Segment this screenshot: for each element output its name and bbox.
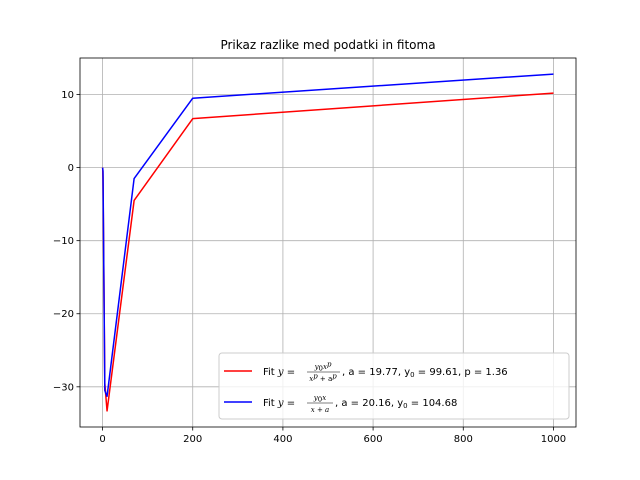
legend-params-blue: , a = 20.16, y0 = 104.68 xyxy=(335,398,457,410)
legend: Fit y = y0xp xp + ap , a = 19.77, y0 = 9… xyxy=(218,352,570,420)
y-tick-label: −10 xyxy=(53,236,74,247)
y-tick-label: −30 xyxy=(53,382,74,393)
fraction-numerator-blue: y0x xyxy=(313,394,326,404)
legend-entry-red: Fit y = xyxy=(263,367,295,378)
x-tick-label: 800 xyxy=(454,434,473,445)
legend-fraction-blue: y0x x + a xyxy=(307,394,333,414)
legend-box xyxy=(218,352,570,420)
legend-fraction-red: y0xp xp + ap xyxy=(307,361,340,384)
series-lines xyxy=(101,73,554,412)
y-tick-label: 0 xyxy=(68,163,74,174)
fraction-denominator-blue: x + a xyxy=(311,406,329,414)
x-tick-label: 1000 xyxy=(541,434,566,445)
legend-params-red: , a = 19.77, y0 = 99.61, p = 1.36 xyxy=(342,367,508,379)
x-tick-label: 600 xyxy=(364,434,383,445)
chart-title: Prikaz razlike med podatki in fitoma xyxy=(220,38,435,52)
x-tick-label: 200 xyxy=(183,434,202,445)
series-line-blue xyxy=(101,73,554,398)
fraction-denominator-red: xp + ap xyxy=(309,373,337,384)
axis-ticks: 0 200 400 600 800 1000 −30 −20 −10 0 10 xyxy=(53,90,566,445)
fraction-numerator-red: y0xp xyxy=(314,361,332,373)
grid xyxy=(80,58,576,427)
plot-frame xyxy=(79,57,577,428)
legend-entry-blue: Fit y = xyxy=(263,398,295,409)
y-tick-label: −20 xyxy=(53,309,74,320)
x-tick-label: 0 xyxy=(99,434,105,445)
y-tick-label: 10 xyxy=(61,90,74,101)
x-tick-label: 400 xyxy=(273,434,292,445)
